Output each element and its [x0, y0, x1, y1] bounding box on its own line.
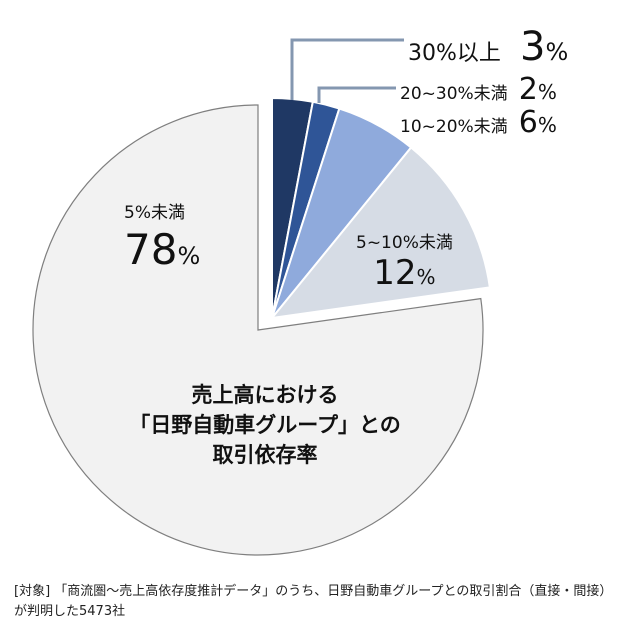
footnote-line: [対象] 「商流圏～売上高依存度推計データ」のうち、日野自動車グループとの取引割… [14, 584, 613, 599]
slice-label: 10~20%未満 [400, 117, 508, 137]
title-line: 売上高における [191, 383, 339, 407]
title-line: 取引依存率 [212, 443, 318, 467]
label-10-20: 10~20%未満 6% [400, 105, 557, 140]
slice-label: 20~30%未満 [400, 84, 508, 104]
slice-value: 2 [518, 72, 538, 107]
slice-value: 12 [373, 253, 417, 293]
unit: % [537, 113, 557, 137]
slice-value: 78 [124, 225, 178, 274]
leader-line [317, 86, 396, 103]
unit: % [416, 265, 436, 289]
slice-label: 5%未満 [124, 203, 185, 223]
footnote-line: が判明した5473社 [14, 604, 126, 619]
unit: % [545, 38, 569, 66]
footnote: [対象] 「商流圏～売上高依存度推計データ」のうち、日野自動車グループとの取引割… [14, 582, 624, 622]
label-5-10: 5~10%未満 12% [356, 228, 453, 293]
label-20-30: 20~30%未満 2% [400, 72, 557, 107]
leader-line [290, 38, 404, 100]
slice-label: 30%以上 [408, 41, 501, 66]
unit: % [537, 80, 557, 104]
label-under5: 5%未満 78% [124, 198, 200, 274]
slice-label: 5~10%未満 [356, 233, 453, 253]
unit: % [177, 242, 201, 270]
title-line: 「日野自動車グループ」との [129, 413, 401, 437]
slice-value: 6 [518, 105, 538, 140]
chart-title: 売上高における 「日野自動車グループ」との 取引依存率 [100, 380, 430, 470]
slice-value: 3 [520, 24, 546, 70]
pie-slice [32, 104, 484, 556]
label-30plus: 30%以上 3% [408, 24, 568, 70]
pie-slice [269, 146, 491, 320]
